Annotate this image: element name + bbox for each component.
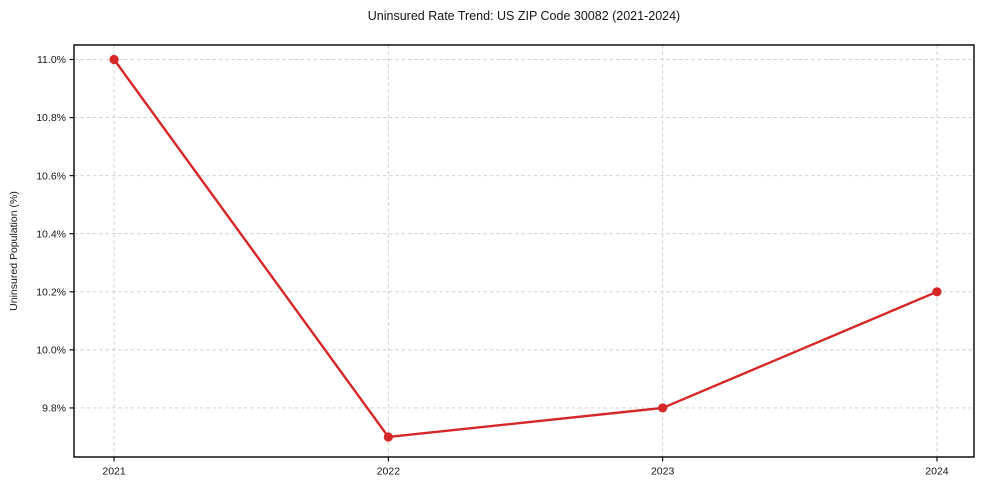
y-tick-label-10.4%: 10.4% [36, 228, 66, 240]
data-point-2023 [658, 403, 668, 413]
x-tick-label-2021: 2021 [102, 466, 126, 478]
trend-line [112, 58, 939, 439]
data-point-2021 [109, 54, 119, 65]
data-point-2022 [383, 432, 393, 442]
x-tick-label-2022: 2022 [377, 466, 401, 478]
y-tick-label-10.0%: 10.0% [36, 344, 66, 356]
y-tick-label-10.8%: 10.8% [36, 112, 66, 124]
y-tick-label-11.0%: 11.0% [37, 54, 66, 66]
x-tick-label-2024: 2024 [925, 466, 949, 478]
y-tick-label-10.6%: 10.6% [36, 170, 66, 182]
x-tick-label-2023: 2023 [651, 466, 675, 478]
data-point-2024 [932, 287, 942, 297]
plot-border [73, 44, 975, 458]
y-tick-label-9.8%: 9.8% [42, 403, 66, 415]
chart-title: Uninsured Rate Trend: US ZIP Code 30082 … [367, 9, 681, 23]
y-tick-label-10.2%: 10.2% [36, 286, 66, 298]
